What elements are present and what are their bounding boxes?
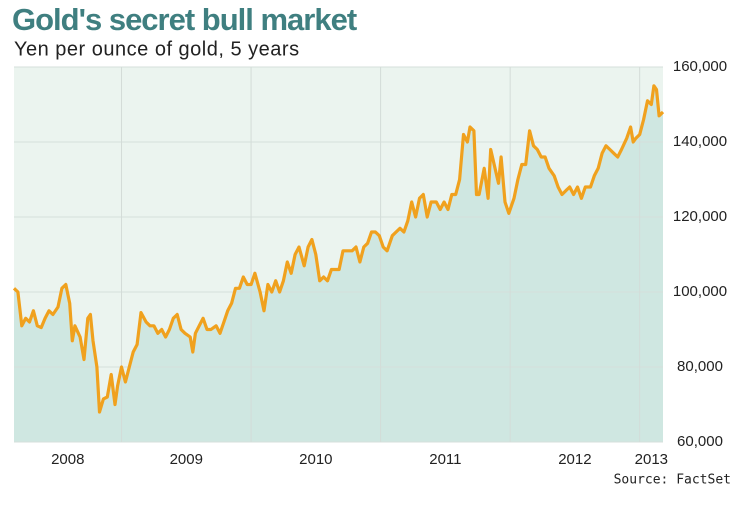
x-tick-label: 2011 xyxy=(429,451,461,468)
y-tick-label: 140,000 xyxy=(673,133,727,150)
x-tick-label: 2013 xyxy=(635,451,668,468)
y-tick-label: 120,000 xyxy=(673,208,727,225)
y-tick-label: 80,000 xyxy=(677,358,723,375)
x-tick-label: 2012 xyxy=(558,451,591,468)
y-tick-label: 60,000 xyxy=(677,433,723,450)
x-tick-label: 2009 xyxy=(170,451,203,468)
chart-subtitle: Yen per ounce of gold, 5 years xyxy=(14,38,300,60)
line xyxy=(12,84,665,414)
chart-title: Gold's secret bull market xyxy=(12,2,357,37)
source: Source: FactSet xyxy=(614,473,731,488)
y-tick-label: 100,000 xyxy=(673,283,727,300)
y-tick-label: 160,000 xyxy=(673,58,727,75)
x-tick-label: 2010 xyxy=(299,451,332,468)
x-tick-label: 2008 xyxy=(51,451,84,468)
